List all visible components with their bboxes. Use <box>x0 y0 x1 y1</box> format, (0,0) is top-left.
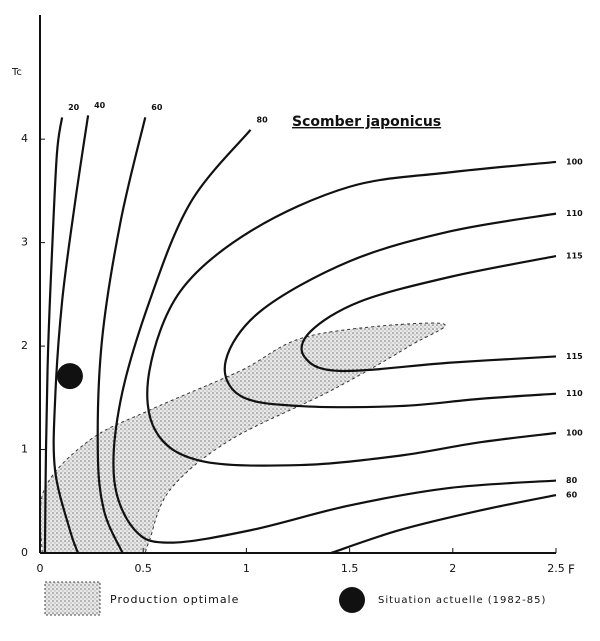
x-tick-label: 1 <box>243 562 250 575</box>
contour-label: 40 <box>94 101 106 110</box>
legend-swatch-region <box>44 581 101 616</box>
legend-label: Production optimale <box>110 593 239 606</box>
contour-label: 100 <box>566 157 583 166</box>
current-situation-point <box>56 363 83 390</box>
contour-label: 100 <box>566 428 583 437</box>
contour-line <box>330 493 557 555</box>
contour-line <box>223 212 557 409</box>
optimal-region <box>39 322 446 554</box>
contour-label: 60 <box>151 103 163 112</box>
contour-line <box>112 129 557 544</box>
contour-line <box>52 115 90 554</box>
contour-line <box>300 254 557 373</box>
legend-label: Situation actuelle (1982-85) <box>378 595 546 606</box>
x-tick-label: 2.5 <box>547 562 565 575</box>
x-tick-label: 1.5 <box>341 562 359 575</box>
contour-line <box>43 117 64 554</box>
contour-line <box>146 160 557 467</box>
y-axis-label: Tc <box>11 67 22 78</box>
x-axis-label: F <box>568 563 575 577</box>
contour-label: 60 <box>566 491 578 500</box>
chart-title: Scomber japonicus <box>292 114 441 130</box>
x-tick-label: 0 <box>37 562 44 575</box>
contour-label: 115 <box>566 352 583 361</box>
x-tick-label: 0.5 <box>134 562 152 575</box>
y-tick-label: 2 <box>21 339 28 352</box>
contour-label: 115 <box>566 252 583 261</box>
contour-label: 80 <box>257 115 269 124</box>
contour-label: 110 <box>566 389 583 398</box>
legend-swatch-point <box>339 587 365 613</box>
plot-area <box>39 115 557 555</box>
y-tick-label: 4 <box>21 132 28 145</box>
contour-label: 110 <box>566 209 583 218</box>
contour-label: 80 <box>566 476 578 485</box>
contour-label: 20 <box>68 103 80 112</box>
x-tick-label: 2 <box>449 562 456 575</box>
y-tick-label: 1 <box>21 443 28 456</box>
y-tick-label: 3 <box>21 236 28 249</box>
y-tick-label: 0 <box>21 546 28 559</box>
contour-line <box>96 117 147 554</box>
